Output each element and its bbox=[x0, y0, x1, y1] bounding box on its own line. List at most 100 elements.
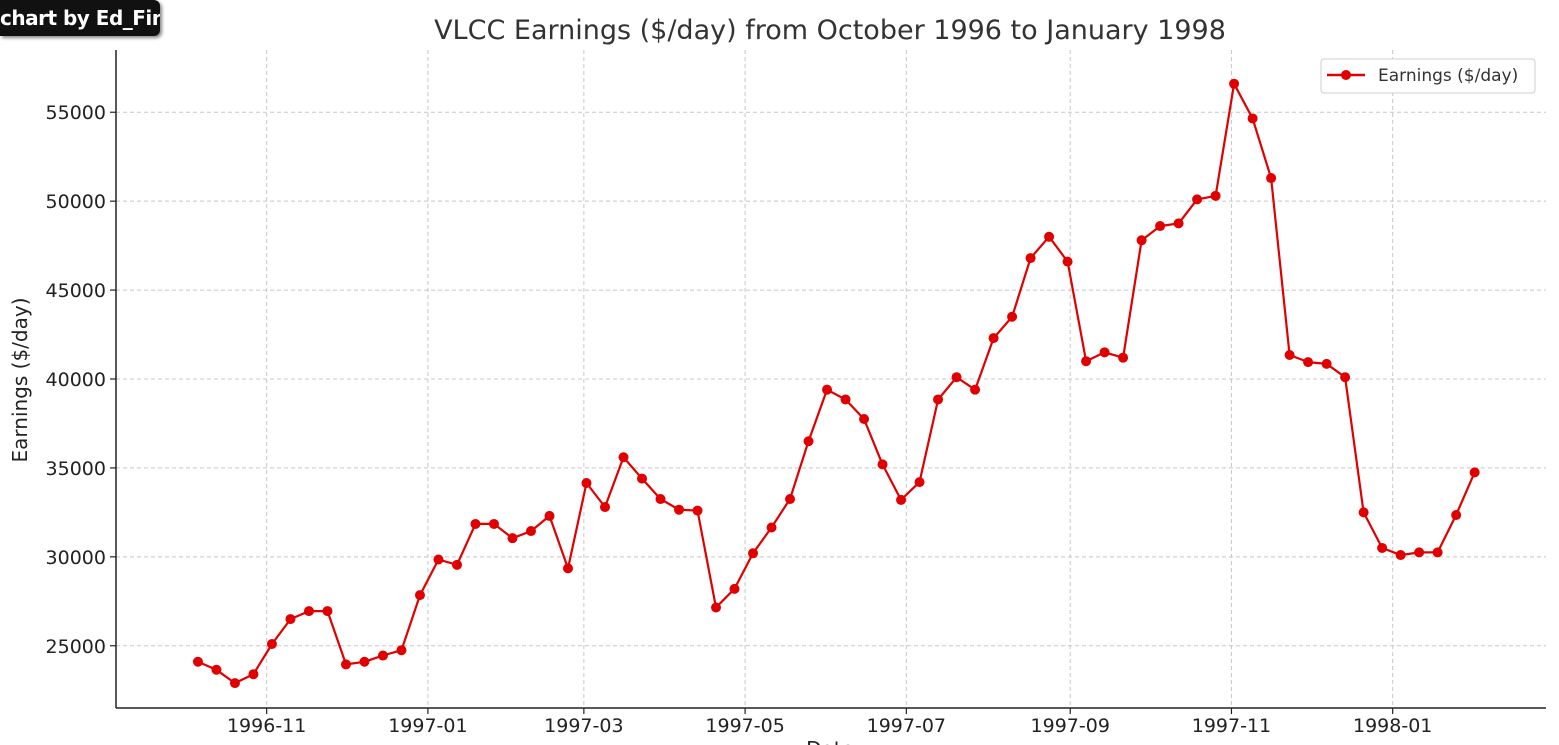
y-tick-label: 50000 bbox=[46, 191, 106, 213]
data-point bbox=[1377, 542, 1388, 553]
data-point bbox=[1155, 221, 1166, 232]
data-point bbox=[748, 548, 759, 559]
data-point bbox=[711, 602, 722, 613]
data-point bbox=[229, 678, 240, 689]
data-point bbox=[1044, 231, 1055, 242]
x-ticks: 1996-11 1997-01 1997-03 1997-05 1997-07 1997-… bbox=[227, 708, 1432, 737]
data-point bbox=[618, 452, 629, 463]
data-point bbox=[377, 650, 388, 661]
data-point bbox=[525, 526, 536, 537]
data-point bbox=[266, 638, 277, 649]
data-point bbox=[433, 554, 444, 565]
data-point bbox=[822, 384, 833, 395]
series-earnings bbox=[192, 78, 1480, 689]
data-point bbox=[600, 502, 611, 513]
data-point bbox=[285, 614, 296, 625]
data-point bbox=[914, 477, 925, 488]
y-tick-label: 55000 bbox=[46, 102, 106, 124]
data-point bbox=[1192, 194, 1203, 205]
watermark-text: chart by Ed_Fin bbox=[0, 6, 160, 30]
data-point bbox=[1414, 547, 1425, 558]
data-point bbox=[340, 659, 351, 670]
x-axis-title: Date bbox=[806, 737, 854, 745]
data-point bbox=[1118, 352, 1129, 363]
data-point bbox=[322, 606, 333, 617]
data-point bbox=[544, 510, 555, 521]
y-tick-label: 45000 bbox=[46, 280, 106, 302]
data-point bbox=[451, 559, 462, 570]
data-point bbox=[859, 414, 870, 425]
data-point bbox=[1321, 358, 1332, 369]
y-tick-label: 35000 bbox=[46, 458, 106, 480]
series-line bbox=[197, 82, 1476, 685]
data-point bbox=[1081, 356, 1092, 367]
y-tick-label: 30000 bbox=[46, 547, 106, 569]
watermark-badge: chart by Ed_Fin bbox=[0, 0, 160, 36]
x-tick-label: 1997-01 bbox=[388, 715, 467, 737]
data-point bbox=[840, 394, 851, 405]
y-tick-label: 25000 bbox=[46, 636, 106, 658]
data-point bbox=[766, 522, 777, 533]
chart-title: VLCC Earnings ($/day) from October 1996 … bbox=[434, 15, 1226, 46]
x-tick-label: 1997-09 bbox=[1031, 715, 1110, 737]
data-point bbox=[785, 494, 796, 505]
data-point bbox=[933, 394, 944, 405]
data-point bbox=[692, 505, 703, 516]
data-point bbox=[988, 333, 999, 344]
data-point bbox=[637, 473, 648, 484]
data-point bbox=[470, 518, 481, 529]
data-point bbox=[1451, 510, 1462, 521]
legend-marker-swatch bbox=[1341, 70, 1351, 80]
data-point bbox=[1432, 547, 1443, 558]
legend-label: Earnings ($/day) bbox=[1378, 66, 1518, 86]
y-ticks: 25000 30000 35000 40000 45000 50000 55000 bbox=[46, 102, 116, 658]
data-point bbox=[1266, 173, 1277, 184]
legend: Earnings ($/day) bbox=[1320, 58, 1536, 94]
data-point bbox=[303, 606, 314, 617]
y-tick-label: 40000 bbox=[46, 369, 106, 391]
data-point bbox=[562, 563, 573, 574]
data-point bbox=[1099, 347, 1110, 358]
data-point bbox=[951, 372, 962, 383]
data-point bbox=[488, 518, 499, 529]
data-point bbox=[1284, 349, 1295, 360]
x-tick-label: 1997-03 bbox=[544, 715, 623, 737]
data-point bbox=[1395, 550, 1406, 561]
data-point bbox=[803, 436, 814, 447]
data-point bbox=[396, 645, 407, 656]
data-point bbox=[1025, 253, 1036, 264]
legend-box bbox=[1320, 58, 1536, 94]
data-point bbox=[1229, 78, 1240, 89]
data-point bbox=[211, 664, 222, 675]
data-point bbox=[248, 669, 259, 680]
x-tick-label: 1997-07 bbox=[867, 715, 946, 737]
data-point bbox=[729, 583, 740, 594]
data-point bbox=[1007, 311, 1018, 322]
data-point bbox=[192, 656, 203, 667]
data-point bbox=[1469, 467, 1480, 478]
grid bbox=[116, 50, 1546, 708]
data-point bbox=[581, 478, 592, 489]
data-point bbox=[1136, 235, 1147, 246]
data-point bbox=[1303, 357, 1314, 368]
x-tick-label: 1996-11 bbox=[227, 715, 306, 737]
data-point bbox=[507, 533, 518, 544]
data-point bbox=[1062, 256, 1073, 267]
y-axis-title: Earnings ($/day) bbox=[8, 298, 32, 463]
x-tick-label: 1997-05 bbox=[705, 715, 784, 737]
data-point bbox=[877, 459, 888, 470]
data-point bbox=[1173, 218, 1184, 229]
data-point bbox=[414, 590, 425, 601]
data-point bbox=[359, 656, 370, 667]
data-point bbox=[1210, 190, 1221, 201]
data-point bbox=[655, 494, 666, 505]
x-tick-label: 1998-01 bbox=[1353, 715, 1432, 737]
data-point bbox=[896, 494, 907, 505]
data-point bbox=[1358, 507, 1369, 518]
data-point bbox=[1340, 372, 1351, 383]
data-point bbox=[970, 384, 981, 395]
data-point bbox=[1247, 113, 1258, 124]
x-tick-label: 1997-11 bbox=[1192, 715, 1271, 737]
data-point bbox=[674, 504, 685, 515]
